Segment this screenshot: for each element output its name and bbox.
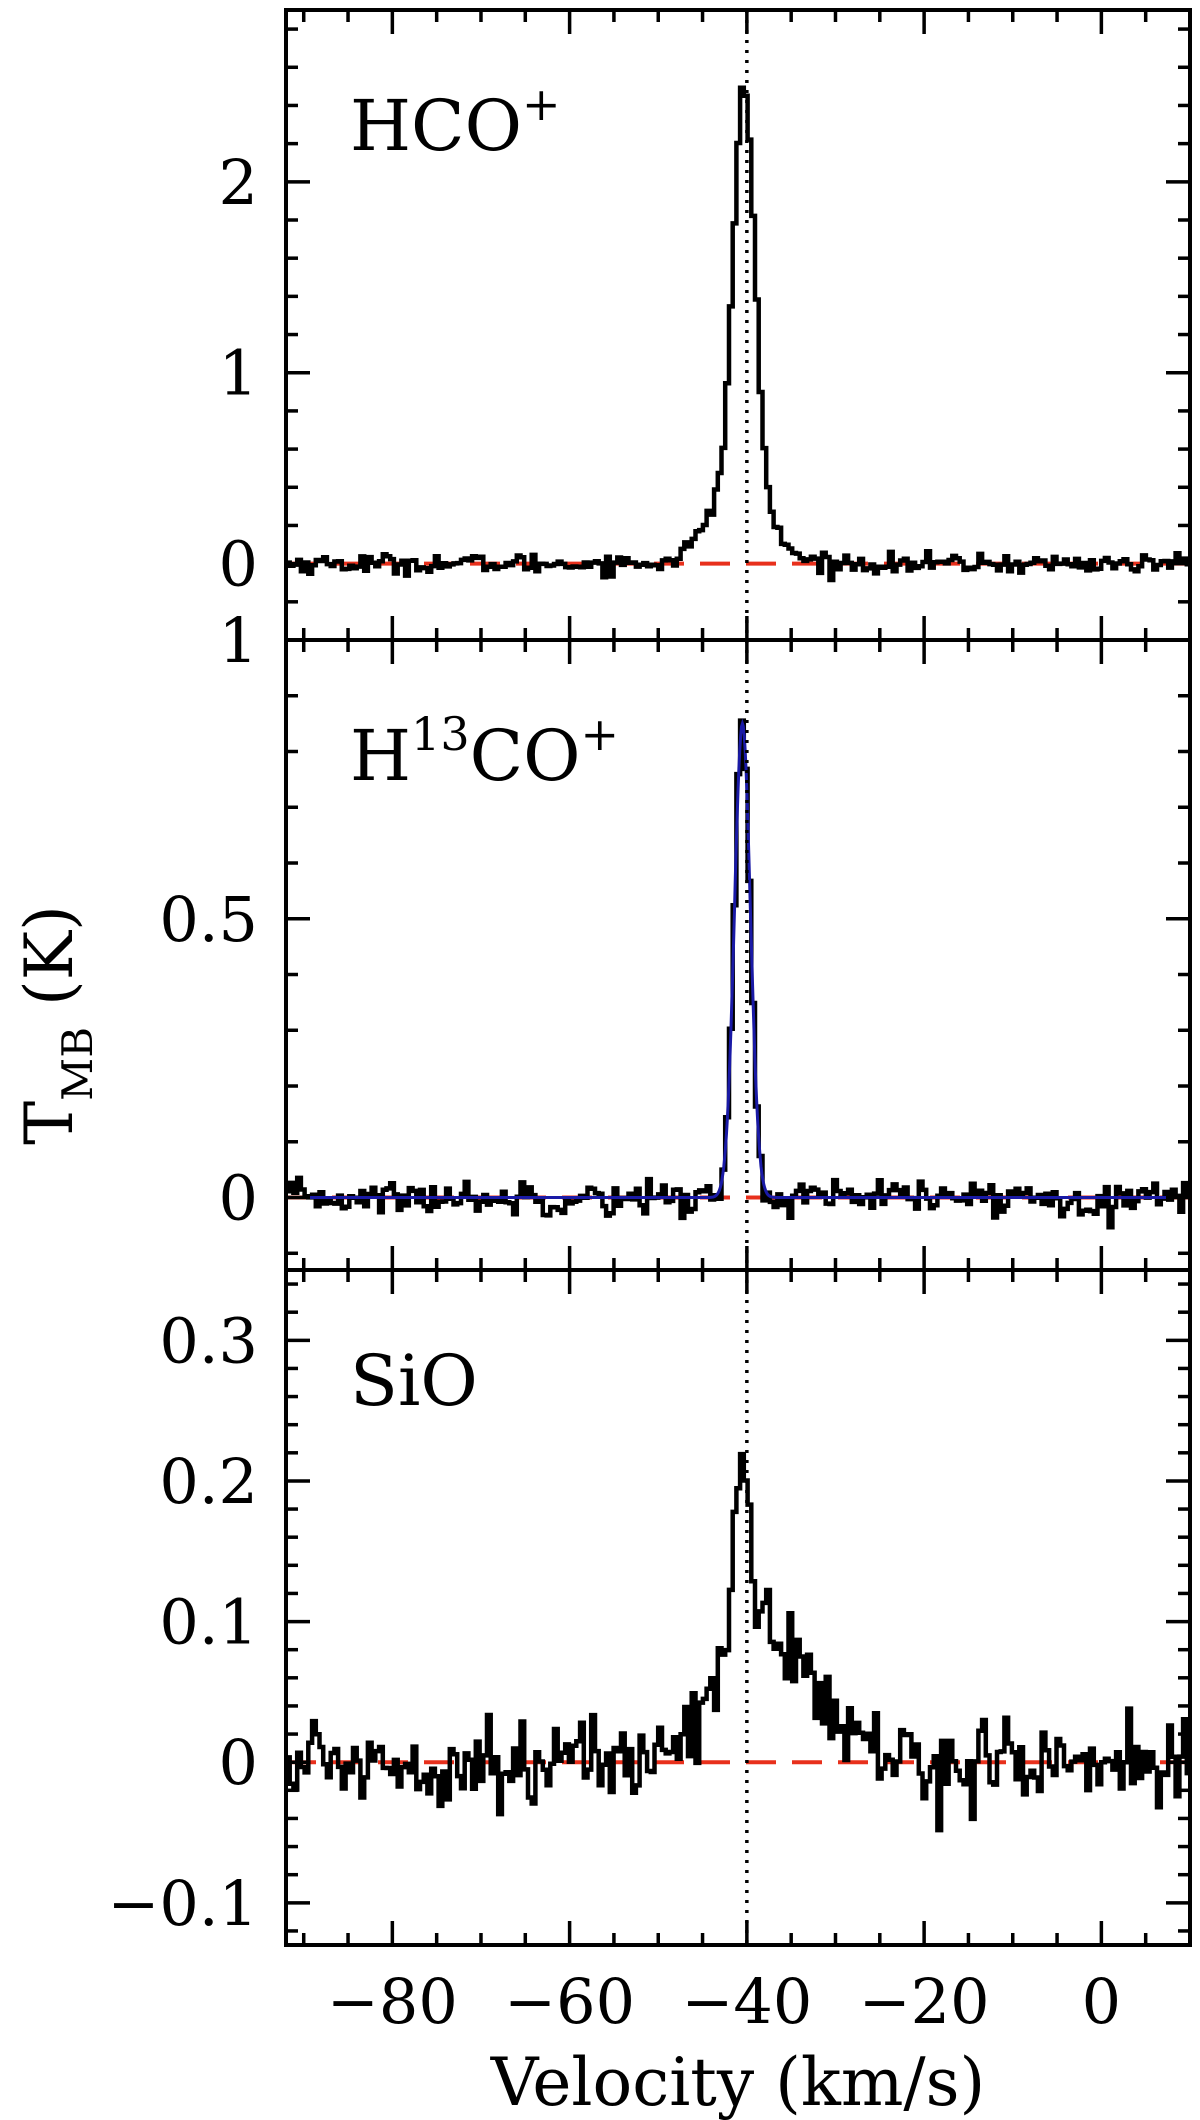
- spectrum-line: [286, 1451, 1190, 1833]
- panel-label-superscript: +: [522, 77, 561, 131]
- panel-1: 0 1 2 HCO+: [219, 8, 1192, 642]
- y-tick-label: 0: [219, 1726, 258, 1799]
- y-tick-label: 0.2: [159, 1445, 258, 1518]
- x-tick-label: 0: [1082, 1965, 1121, 2038]
- y-tick-label: 1: [219, 604, 258, 677]
- x-tick-label: −40: [681, 1965, 812, 2038]
- panel-2: 0 0.5 1 H13CO+: [159, 604, 1192, 1272]
- panel-label: H13CO+: [350, 707, 619, 797]
- panel-label-isotope: 13: [411, 707, 470, 761]
- y-axis-title-unit: (K): [11, 905, 88, 1027]
- panel-3: −0.1 0 0.1 0.2 0.3 SiO: [107, 1268, 1192, 1947]
- panel-label-suffix: CO: [470, 715, 581, 797]
- panel-label: SiO: [350, 1340, 478, 1422]
- x-tick-label: −80: [327, 1965, 458, 2038]
- x-tick-label: −20: [859, 1965, 990, 2038]
- panel-label-text: HCO: [350, 85, 522, 167]
- y-tick-label: 1: [219, 337, 258, 410]
- y-tick-label: 0: [219, 528, 258, 601]
- y-tick-label: 0: [219, 1162, 258, 1235]
- y-tick-label: 0.5: [159, 883, 258, 956]
- y-axis-title-symbol: T: [11, 1101, 88, 1145]
- y-tick-label: 2: [219, 146, 258, 219]
- y-axis-title: TMB (K): [11, 905, 102, 1145]
- x-tick-label: −60: [504, 1965, 635, 2038]
- panel-label-text: H: [350, 715, 411, 797]
- panel-frame: [284, 1268, 1192, 1947]
- panel-label: HCO+: [350, 77, 561, 167]
- y-tick-label: 0.3: [159, 1304, 258, 1377]
- gaussian-fit-line: [286, 718, 1190, 1199]
- y-tick-label: 0.1: [159, 1586, 258, 1659]
- x-axis-title: Velocity (km/s): [490, 2044, 986, 2120]
- y-tick-label: −0.1: [107, 1867, 258, 1940]
- panel-label-text: SiO: [350, 1340, 478, 1422]
- y-axis-title-subscript: MB: [53, 1027, 102, 1101]
- spectrum-line: [286, 85, 1190, 583]
- panel-label-superscript: +: [581, 707, 620, 761]
